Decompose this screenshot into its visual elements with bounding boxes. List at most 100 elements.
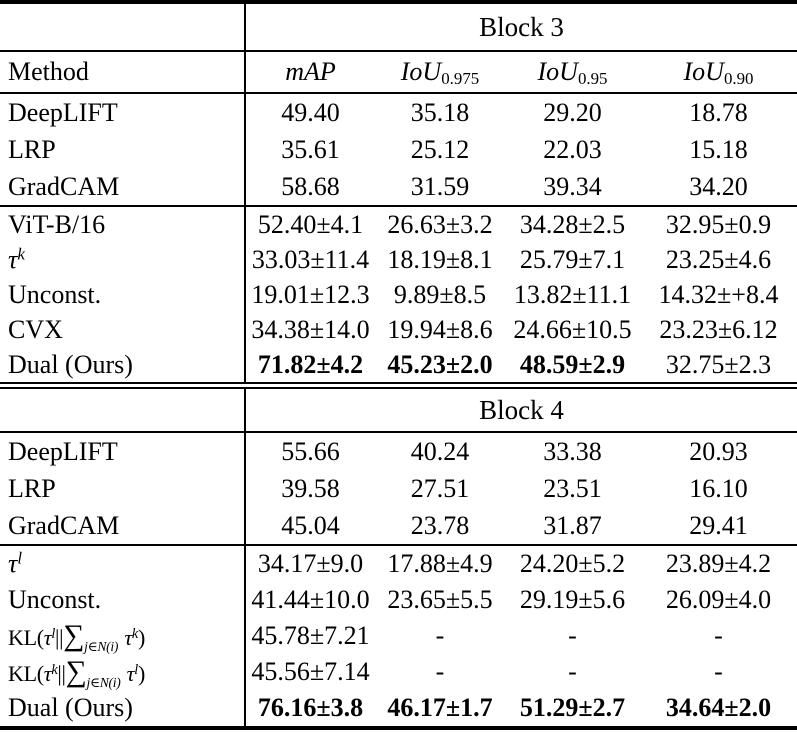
double-bar: || xyxy=(55,624,64,650)
summation-subscript: j∈N(i) xyxy=(84,638,119,654)
value-cell: - xyxy=(435,657,445,686)
method-cell: LRP xyxy=(0,131,246,168)
value-cell: - xyxy=(435,621,445,650)
row-block4-tau-l: τl 34.17±9.0 17.88±4.9 24.20±5.2 23.89±4… xyxy=(0,544,797,582)
method-cell: ViT-B/16 xyxy=(0,205,246,242)
value-cell-best: 76.16±3.8 xyxy=(257,693,364,722)
row-block3-gradcam: GradCAM 58.68 31.59 39.34 34.20 xyxy=(0,168,797,206)
iou-threshold: 0.95 xyxy=(577,69,608,89)
value-cell: 45.56±7.14 xyxy=(251,657,370,686)
kl-close-paren: ) xyxy=(137,624,145,650)
row-block3-cvx: CVX 34.38±14.0 19.94±8.6 24.66±10.5 23.2… xyxy=(0,312,797,347)
value-cell: 45.04 xyxy=(281,510,340,540)
value-cell-best: 71.82±4.2 xyxy=(257,349,364,379)
value-cell: 34.28±2.5 xyxy=(505,205,640,242)
value-cell: - xyxy=(714,657,723,686)
value-cell: 34.38±14.0 xyxy=(251,314,370,344)
value-cell: 33.03±11.4 xyxy=(251,244,370,274)
row-block3-dual-ours: Dual (Ours) 71.82±4.2 45.23±2.0 48.59±2.… xyxy=(0,347,797,386)
value-cell-best: 34.64±2.0 xyxy=(665,693,772,722)
tau-symbol: τ xyxy=(8,244,18,274)
block4-title-row: Block 4 xyxy=(0,382,797,432)
value-cell: 31.87 xyxy=(543,510,602,540)
value-cell: 9.89±8.5 xyxy=(393,279,487,309)
method-cell: LRP xyxy=(0,470,246,507)
value-cell: 45.78±7.21 xyxy=(251,621,370,650)
value-cell-best: 45.23±2.0 xyxy=(387,349,493,379)
value-cell: 23.25±4.6 xyxy=(665,244,772,274)
method-cell: Unconst. xyxy=(0,582,246,618)
empty-cell xyxy=(0,382,246,432)
value-cell: 39.58 xyxy=(281,473,340,503)
method-cell-kl-divergence: KL(τk||∑j∈N(i) τl) xyxy=(0,654,246,690)
value-cell: 18.19±8.1 xyxy=(387,244,493,274)
row-block4-gradcam: GradCAM 45.04 23.78 31.87 29.41 xyxy=(0,507,797,545)
kl-prefix: KL( xyxy=(8,660,44,686)
value-cell: - xyxy=(568,621,577,650)
value-cell: 35.61 xyxy=(281,134,340,164)
value-cell: 17.88±4.9 xyxy=(375,544,505,582)
value-cell: 23.89±4.2 xyxy=(640,544,797,582)
col-header-iou-090: IoU0.90 xyxy=(640,50,797,93)
method-cell: GradCAM xyxy=(0,507,246,545)
summation-symbol: ∑ xyxy=(63,619,85,652)
value-cell: 58.68 xyxy=(281,171,340,201)
value-cell-best: 48.59±2.9 xyxy=(519,349,626,379)
value-cell: - xyxy=(714,621,723,650)
empty-cell xyxy=(0,2,246,51)
summation-symbol: ∑ xyxy=(65,655,87,688)
tau-symbol: τ xyxy=(43,624,52,650)
row-block4-unconst: Unconst. 41.44±10.0 23.65±5.5 29.19±5.6 … xyxy=(0,582,797,618)
value-cell: 27.51 xyxy=(410,473,470,503)
row-block4-dual-ours: Dual (Ours) 76.16±3.8 46.17±1.7 51.29±2.… xyxy=(0,690,797,728)
value-cell: 26.63±3.2 xyxy=(375,205,505,242)
value-cell: 39.34 xyxy=(543,171,602,201)
summation-subscript: j∈N(i) xyxy=(86,674,121,690)
method-cell: DeepLIFT xyxy=(0,431,246,470)
tau-superscript: k xyxy=(51,661,58,678)
row-block3-deeplift: DeepLIFT 49.40 35.18 29.20 18.78 xyxy=(0,92,797,131)
value-cell: 19.94±8.6 xyxy=(387,314,493,344)
method-cell: Dual (Ours) xyxy=(0,690,246,728)
value-cell-best: 51.29±2.7 xyxy=(519,693,626,722)
block3-title: Block 3 xyxy=(479,11,564,42)
value-cell: 13.82±11.1 xyxy=(513,279,632,309)
value-cell: 19.01±12.3 xyxy=(251,279,370,309)
tau-superscript: k xyxy=(131,625,138,642)
value-cell: 25.12 xyxy=(410,134,470,164)
value-cell: 18.78 xyxy=(640,92,797,131)
tau-symbol: τ xyxy=(8,549,18,578)
iou-label: IoU xyxy=(400,57,442,86)
value-cell: 33.38 xyxy=(505,431,640,470)
value-cell: 16.10 xyxy=(689,473,748,503)
method-cell: CVX xyxy=(0,312,246,347)
iou-label: IoU xyxy=(537,57,578,86)
value-cell: 25.79±7.1 xyxy=(519,244,626,274)
method-cell: GradCAM xyxy=(0,168,246,206)
iou-threshold: 0.975 xyxy=(441,69,480,89)
row-block3-tau-k: τk 33.03±11.4 18.19±8.1 25.79±7.1 23.25±… xyxy=(0,242,797,277)
value-cell: 26.09±4.0 xyxy=(665,585,772,614)
value-cell: 29.20 xyxy=(505,92,640,131)
value-cell: 34.17±9.0 xyxy=(245,544,375,582)
value-cell: 24.20±5.2 xyxy=(505,544,640,582)
value-cell: 52.40±4.1 xyxy=(245,205,375,242)
tau-symbol: τ xyxy=(126,660,135,686)
col-header-map: mAP xyxy=(245,50,375,93)
method-column-header: Method xyxy=(0,50,246,93)
iou-threshold: 0.90 xyxy=(723,69,754,89)
tau-superscript: l xyxy=(17,548,23,568)
value-cell: 35.18 xyxy=(375,92,505,131)
value-cell: 29.41 xyxy=(689,510,748,540)
row-block4-deeplift: DeepLIFT 55.66 40.24 33.38 20.93 xyxy=(0,431,797,470)
method-cell: Unconst. xyxy=(0,277,246,312)
row-block4-lrp: LRP 39.58 27.51 23.51 16.10 xyxy=(0,470,797,507)
value-cell: 20.93 xyxy=(640,431,797,470)
tau-superscript: l xyxy=(134,661,138,678)
value-cell: 34.20 xyxy=(689,171,748,201)
value-cell: 14.32±+8.4 xyxy=(658,279,779,309)
value-cell: 41.44±10.0 xyxy=(251,585,370,614)
method-cell: τk xyxy=(0,242,246,277)
